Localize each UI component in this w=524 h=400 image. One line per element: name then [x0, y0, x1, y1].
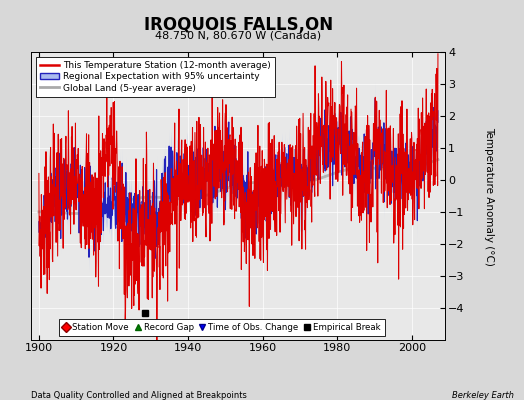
Title: IROQUOIS FALLS,ON: IROQUOIS FALLS,ON — [144, 16, 333, 34]
Text: Berkeley Earth: Berkeley Earth — [452, 391, 514, 400]
Y-axis label: Temperature Anomaly (°C): Temperature Anomaly (°C) — [484, 126, 494, 266]
Text: Data Quality Controlled and Aligned at Breakpoints: Data Quality Controlled and Aligned at B… — [31, 391, 247, 400]
Text: 48.750 N, 80.670 W (Canada): 48.750 N, 80.670 W (Canada) — [155, 30, 322, 40]
Legend: Station Move, Record Gap, Time of Obs. Change, Empirical Break: Station Move, Record Gap, Time of Obs. C… — [59, 319, 385, 336]
